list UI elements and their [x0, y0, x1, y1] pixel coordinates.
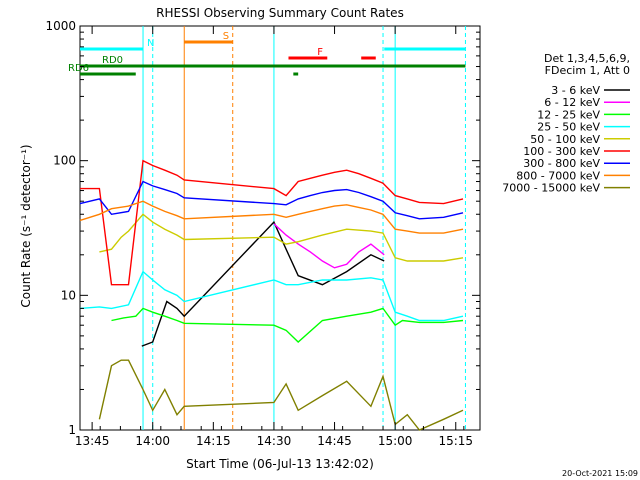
legend-label-7: 800 - 7000 keV	[516, 169, 600, 182]
series-line-1	[273, 223, 385, 269]
legend-label-8: 7000 - 15000 keV	[502, 182, 600, 195]
flags-layer: N S F RD0 RD6	[68, 31, 466, 76]
flag-0: N	[80, 38, 155, 51]
flag-label-6: RD6	[68, 63, 89, 74]
legend-label-5: 100 - 300 keV	[523, 145, 600, 158]
legend-label-4: 50 - 100 keV	[530, 133, 600, 146]
flag-6: RD6	[68, 63, 136, 76]
x-tick-label-2: 14:15	[196, 434, 231, 448]
series-line-8	[98, 359, 464, 431]
flag-label-3: F	[317, 47, 323, 58]
x-axis-label: Start Time (06-Jul-13 13:42:02)	[186, 457, 374, 471]
x-tick-label-1: 14:00	[135, 434, 170, 448]
series-line-0	[141, 220, 385, 347]
flag-label-0: N	[147, 38, 154, 49]
flag-5: RD0	[80, 55, 466, 68]
y-tick-label-1: 10	[61, 288, 76, 302]
x-tick-label-3: 14:30	[257, 434, 292, 448]
chart-title: RHESSI Observing Summary Count Rates	[156, 6, 404, 20]
flag-label-5: RD0	[102, 55, 123, 66]
legend-label-1: 6 - 12 keV	[544, 96, 600, 109]
y-tick-label-0: 1	[68, 423, 76, 437]
legend: Det 1,3,4,5,6,9,FDecim 1, Att 0 3 - 6 keV…	[502, 52, 630, 195]
legend-label-2: 12 - 25 keV	[537, 108, 600, 121]
legend-label-3: 25 - 50 keV	[537, 121, 600, 134]
x-tick-label-0: 13:45	[75, 434, 110, 448]
flag-2: S	[184, 31, 233, 44]
legend-label-0: 3 - 6 keV	[551, 84, 600, 97]
legend-label-6: 300 - 800 keV	[523, 157, 600, 170]
x-tick-label-5: 15:00	[378, 434, 413, 448]
y-axis: 1 10 100 1000	[45, 19, 480, 437]
segments-layer	[142, 26, 466, 430]
series-line-6	[79, 180, 464, 220]
series-layer	[79, 159, 464, 431]
y-tick-label-2: 100	[53, 154, 76, 168]
timestamp: 20-Oct-2021 15:09	[562, 469, 638, 478]
series-line-4	[99, 213, 464, 262]
series-line-3	[79, 270, 464, 322]
x-tick-label-4: 14:45	[317, 434, 352, 448]
y-axis-label: Count Rate (s⁻¹ detector⁻¹)	[19, 144, 33, 307]
flag-label-2: S	[223, 31, 229, 42]
series-line-5	[80, 159, 464, 286]
x-tick-label-6: 15:15	[438, 434, 473, 448]
y-tick-label-3: 1000	[45, 19, 76, 33]
legend-header-0: Det 1,3,4,5,6,9,	[544, 52, 630, 65]
legend-header-1: FDecim 1, Att 0	[545, 64, 630, 77]
series-line-2	[111, 307, 464, 343]
plot-frame	[79, 25, 481, 431]
series-line-7	[79, 200, 464, 234]
x-axis: 13:45 14:00 14:15 14:30 14:45 15:00 15:15	[75, 26, 473, 448]
flag-3: F	[288, 47, 328, 60]
